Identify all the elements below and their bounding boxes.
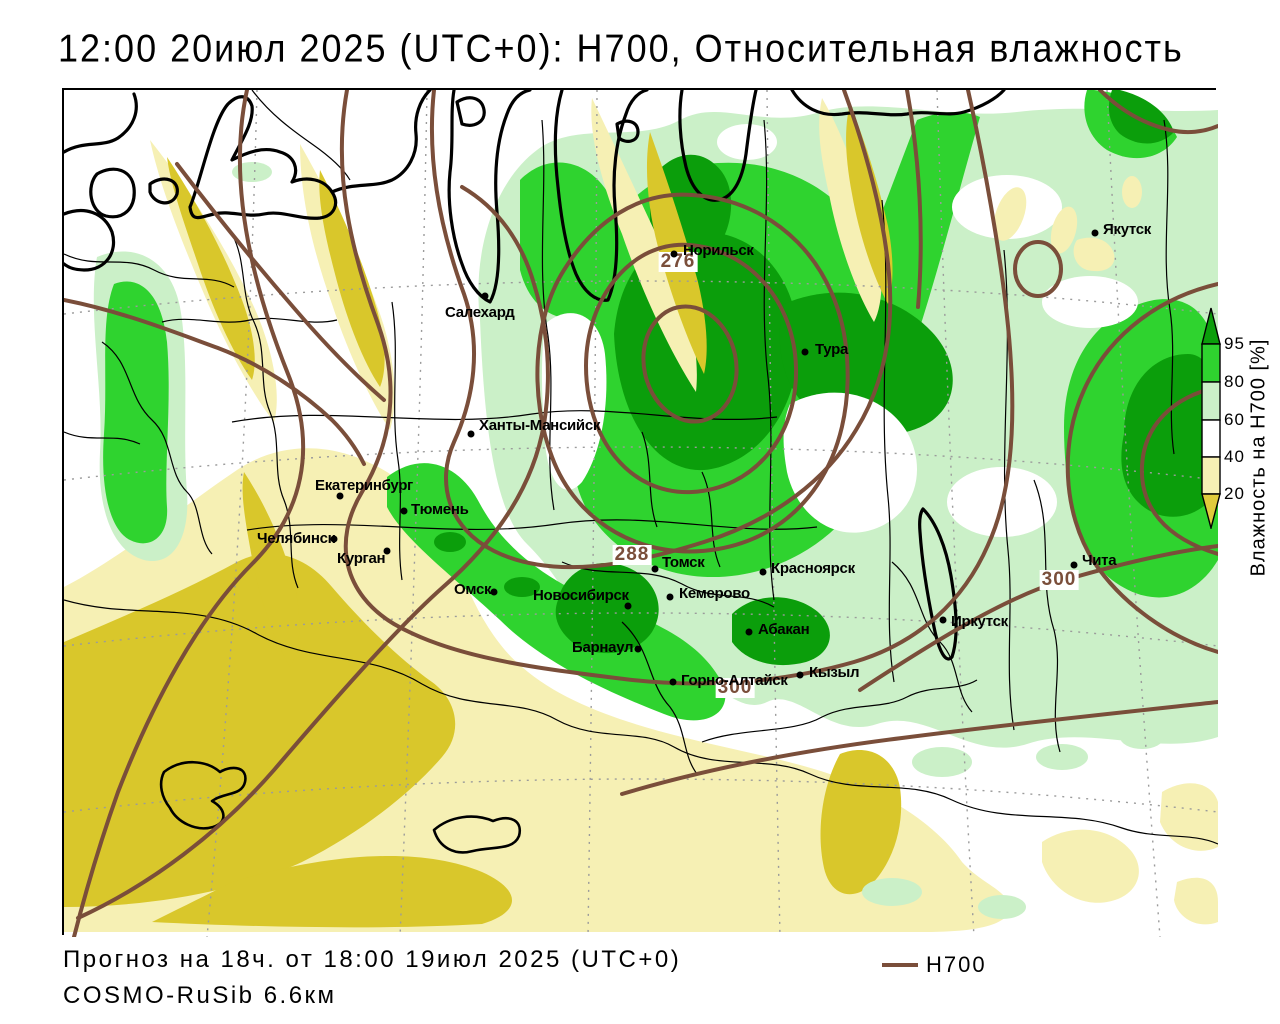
city-dot — [801, 348, 809, 356]
city-dot — [400, 507, 408, 515]
city-label: Омск — [454, 580, 492, 598]
colorbar-segment — [1201, 419, 1221, 458]
contour-value-label: 276 — [658, 251, 698, 272]
city-dot — [670, 250, 678, 258]
city-dot — [467, 430, 475, 438]
colorbar-segment — [1201, 343, 1221, 383]
city-dot — [383, 547, 391, 555]
colorbar-tick-label: 60 — [1224, 410, 1245, 429]
city-dot — [796, 671, 804, 679]
city-label: Екатеринбург — [315, 476, 414, 494]
page-title: 12:00 20июл 2025 (UTC+0): H700, Относите… — [58, 26, 1184, 71]
city-label: Норильск — [683, 241, 754, 259]
city-label: Новосибирск — [533, 586, 629, 604]
colorbar-segment — [1201, 381, 1221, 421]
city-label: Барнаул — [572, 638, 634, 656]
city-label: Тюмень — [411, 500, 469, 518]
contour-value-label: 300 — [715, 677, 755, 698]
city-dot — [336, 492, 344, 500]
city-dot — [1091, 229, 1099, 237]
city-label: Ханты-Мансийск — [479, 416, 601, 434]
city-dot — [666, 593, 674, 601]
colorbar-segment — [1201, 456, 1221, 495]
colorbar-segment — [1201, 493, 1221, 531]
city-dot — [330, 535, 338, 543]
city-label: Курган — [337, 549, 386, 567]
colorbar-axis-label: Влажность на H700 [%] — [1247, 338, 1270, 577]
colorbar-tick-label: 95 — [1224, 334, 1245, 353]
contour-value-label: 288 — [612, 544, 652, 565]
city-label: Абакан — [758, 620, 810, 638]
h700-contour-line-sample — [882, 963, 918, 967]
map-canvas — [64, 90, 1218, 937]
legend-label: H700 — [926, 952, 987, 977]
graticule-layer — [64, 90, 1218, 937]
city-label: Якутск — [1103, 220, 1152, 238]
coastline-layer — [64, 90, 1006, 854]
colorbar-tick-label: 40 — [1224, 447, 1245, 466]
map-area: 276 288 300 300 Якутск Норильск Салехард Тура Х… — [62, 88, 1270, 937]
humidity-dry-layer — [64, 140, 1218, 932]
city-label: Челябинск — [257, 529, 335, 547]
model-info: COSMO-RuSib 6.6км — [63, 982, 337, 1009]
city-label: Салехард — [445, 303, 515, 321]
legend: H700 — [882, 952, 987, 978]
city-dot — [1070, 561, 1078, 569]
city-dot — [939, 616, 947, 624]
colorbar-tick-label: 80 — [1224, 372, 1245, 391]
city-label: Кызыл — [809, 663, 860, 681]
forecast-info: Прогноз на 18ч. от 18:00 19июл 2025 (UTC… — [63, 946, 682, 973]
h700-contour-layer — [64, 90, 1218, 937]
city-label: Красноярск — [771, 559, 855, 577]
city-label: Томск — [662, 553, 705, 571]
colorbar-scale — [1201, 307, 1221, 531]
city-dot — [745, 628, 753, 636]
city-dot — [481, 292, 489, 300]
city-dot — [669, 678, 677, 686]
city-dot — [624, 602, 632, 610]
city-label: Кемерово — [679, 584, 750, 602]
colorbar-tick-label: 20 — [1224, 484, 1245, 503]
colorbar — [1201, 307, 1221, 534]
city-dot — [490, 588, 498, 596]
city-label: Иркутск — [951, 612, 1008, 630]
city-label: Тура — [815, 340, 849, 358]
city-dot — [651, 565, 659, 573]
city-label: Чита — [1082, 551, 1117, 569]
city-dot — [759, 568, 767, 576]
colorbar-segment — [1201, 307, 1221, 345]
city-dot — [634, 645, 642, 653]
city-label: Горно-Алтайск — [681, 671, 788, 689]
contour-value-label: 300 — [1039, 569, 1079, 590]
